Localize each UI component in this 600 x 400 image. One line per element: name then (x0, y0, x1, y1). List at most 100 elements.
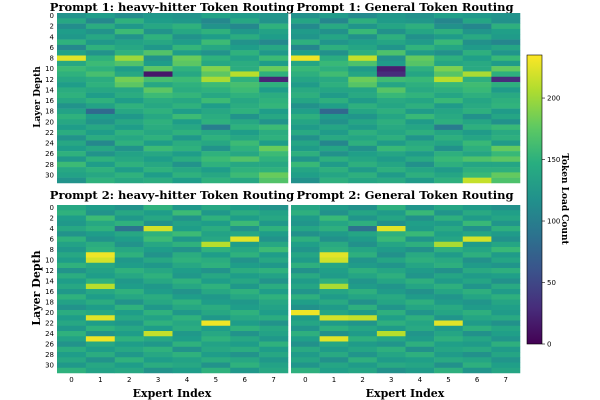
heatmap-cell (172, 103, 202, 109)
heatmap-cell (405, 66, 435, 72)
heatmap-cell (259, 352, 289, 358)
heatmap-cell (114, 98, 144, 104)
heatmap-cell (201, 226, 231, 232)
heatmap-cell (85, 145, 116, 152)
heatmap-cell (462, 13, 492, 19)
heatmap-cell (291, 39, 320, 46)
heatmap-cell (114, 161, 144, 168)
heatmap-cell (291, 241, 320, 248)
heatmap-cell (348, 71, 378, 77)
heatmap-cell (319, 71, 349, 77)
heatmap-cell (434, 231, 464, 237)
heatmap-cell (376, 357, 406, 363)
heatmap-cell (434, 252, 464, 258)
heatmap-cells (291, 205, 521, 374)
heatmap-cell (143, 161, 173, 168)
heatmap-cell (348, 299, 378, 305)
heatmap-cell (201, 231, 231, 237)
colorbar-gradient (526, 54, 543, 345)
heatmap-cell (230, 13, 260, 19)
heatmap-cell (348, 310, 378, 316)
heatmap-cell (434, 325, 464, 332)
heatmap-cell (201, 336, 231, 342)
heatmap-cell (172, 357, 202, 363)
colorbar-label: Token Load Count (559, 153, 569, 245)
heatmap-cell (376, 231, 406, 237)
heatmap-cell (230, 367, 260, 374)
heatmap-cell (291, 262, 320, 269)
heatmap-cell (85, 346, 116, 353)
heatmap-cell (85, 140, 116, 147)
heatmap-cell (143, 294, 173, 300)
heatmap-cell (434, 18, 464, 24)
heatmap-cell (405, 362, 435, 368)
heatmap-cell (405, 50, 435, 56)
heatmap-cell (405, 320, 435, 326)
heatmap-cell (376, 310, 406, 316)
heatmap-cell (57, 39, 87, 46)
heatmap-cell (376, 331, 406, 337)
heatmap-cell (491, 226, 521, 232)
heatmap-cell (57, 140, 87, 147)
heatmap-cell (259, 299, 289, 305)
heatmap-cell (348, 39, 378, 46)
heatmap-cell (491, 76, 521, 83)
heatmap-cell (259, 135, 289, 141)
heatmap-cell (376, 66, 406, 72)
heatmap-cell (143, 151, 173, 157)
x-tick-labels: 0 1 2 3 4 5 6 7 (69, 376, 276, 384)
heatmap-cell (143, 18, 173, 24)
heatmap-cell (376, 299, 406, 305)
heatmap-cell (462, 87, 492, 93)
heatmap-cell (57, 156, 87, 162)
heatmap-cell (57, 320, 87, 326)
heatmap-cell (491, 34, 521, 40)
heatmap-cell (230, 215, 260, 221)
heatmap-cell (114, 140, 144, 147)
heatmap-cell (201, 268, 231, 274)
heatmap-cell (291, 108, 320, 115)
heatmap-cell (114, 252, 144, 258)
y-tick-label: 26 (45, 150, 54, 158)
heatmap-cell (172, 220, 202, 227)
heatmap-cell (201, 151, 231, 157)
heatmap-cell (291, 92, 320, 99)
heatmap-cell (85, 304, 116, 311)
heatmap-cell (85, 34, 116, 40)
heatmap-cell (291, 236, 320, 242)
heatmap-cell (85, 278, 116, 284)
heatmap-cell (143, 268, 173, 274)
heatmap-cell (172, 304, 202, 311)
heatmap-cell (230, 336, 260, 342)
heatmap-cell (259, 320, 289, 326)
heatmap-cell (172, 283, 202, 290)
heatmap-cell (143, 23, 173, 30)
heatmap-cell (259, 76, 289, 83)
heatmap-cell (291, 367, 320, 374)
heatmap-cell (143, 226, 173, 232)
heatmap-cell (434, 320, 464, 326)
heatmap-cell (85, 362, 116, 368)
colorbar-tick-label: 200 (547, 94, 560, 102)
heatmap-cell (405, 268, 435, 274)
heatmap-cell (434, 341, 464, 347)
heatmap-cell (319, 325, 349, 332)
heatmap-cell (259, 205, 289, 211)
x-tick-label: 1 (98, 376, 102, 384)
y-tick-label: 22 (45, 320, 54, 328)
heatmap-cell (319, 357, 349, 363)
heatmap-cell (143, 367, 173, 374)
heatmap-cell (114, 257, 144, 263)
heatmap-cell (85, 60, 116, 67)
heatmap-cell (319, 13, 349, 19)
heatmap-cell (172, 156, 202, 162)
heatmap-cell (405, 315, 435, 321)
heatmap-cell (405, 283, 435, 290)
heatmap-cell (259, 129, 289, 136)
heatmap-cell (434, 34, 464, 40)
heatmap-cell (230, 39, 260, 46)
heatmap-cell (172, 151, 202, 157)
heatmap-cell (491, 304, 521, 311)
heatmap-cell (230, 247, 260, 253)
